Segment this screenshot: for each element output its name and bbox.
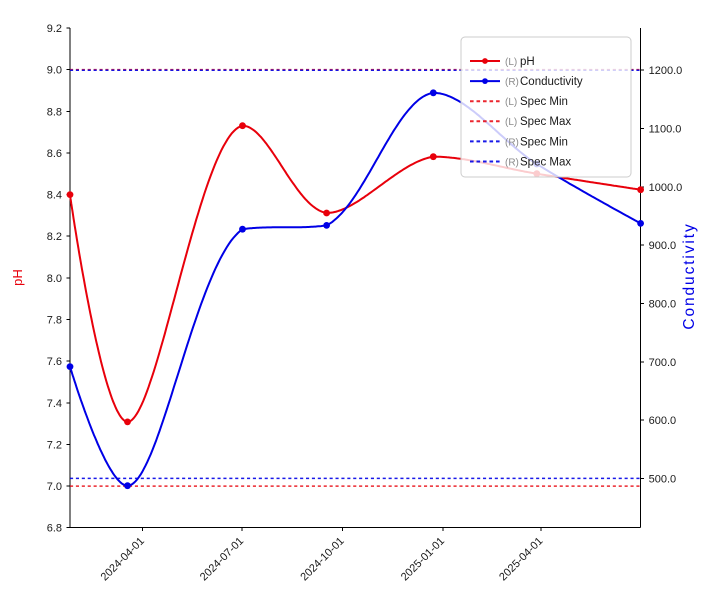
svg-text:Conductivity: Conductivity: [520, 76, 583, 88]
svg-text:7.8: 7.8: [47, 315, 62, 327]
svg-text:8.2: 8.2: [47, 231, 62, 243]
svg-text:700.0: 700.0: [649, 357, 677, 369]
svg-text:(R): (R): [505, 77, 519, 88]
svg-text:Spec Min: Spec Min: [520, 136, 568, 148]
svg-text:9.2: 9.2: [47, 23, 62, 35]
svg-text:9.0: 9.0: [47, 65, 62, 77]
svg-text:(L): (L): [505, 117, 517, 128]
svg-text:8.6: 8.6: [47, 148, 62, 160]
svg-text:Spec Max: Spec Max: [520, 116, 571, 128]
svg-text:900.0: 900.0: [649, 240, 677, 252]
svg-text:Spec Min: Spec Min: [520, 96, 568, 108]
svg-text:7.4: 7.4: [47, 398, 62, 410]
svg-text:500.0: 500.0: [649, 473, 677, 485]
svg-text:Conductivity: Conductivity: [681, 222, 698, 329]
svg-text:600.0: 600.0: [649, 415, 677, 427]
svg-text:1200.0: 1200.0: [649, 65, 683, 77]
svg-text:7.6: 7.6: [47, 356, 62, 368]
svg-text:(L): (L): [505, 57, 517, 68]
svg-text:pH: pH: [520, 56, 535, 68]
svg-text:Spec Max: Spec Max: [520, 156, 571, 168]
svg-text:800.0: 800.0: [649, 299, 677, 311]
svg-text:8.0: 8.0: [47, 273, 62, 285]
svg-text:6.8: 6.8: [47, 523, 62, 535]
svg-text:(R): (R): [505, 137, 519, 148]
svg-text:pH: pH: [10, 269, 25, 286]
svg-text:7.0: 7.0: [47, 481, 62, 493]
svg-text:(R): (R): [505, 157, 519, 168]
svg-text:1000.0: 1000.0: [649, 182, 683, 194]
svg-text:1100.0: 1100.0: [649, 124, 682, 136]
svg-text:(L): (L): [505, 97, 517, 108]
svg-text:8.8: 8.8: [47, 106, 62, 118]
svg-text:8.4: 8.4: [47, 190, 62, 202]
svg-text:7.2: 7.2: [47, 439, 62, 451]
